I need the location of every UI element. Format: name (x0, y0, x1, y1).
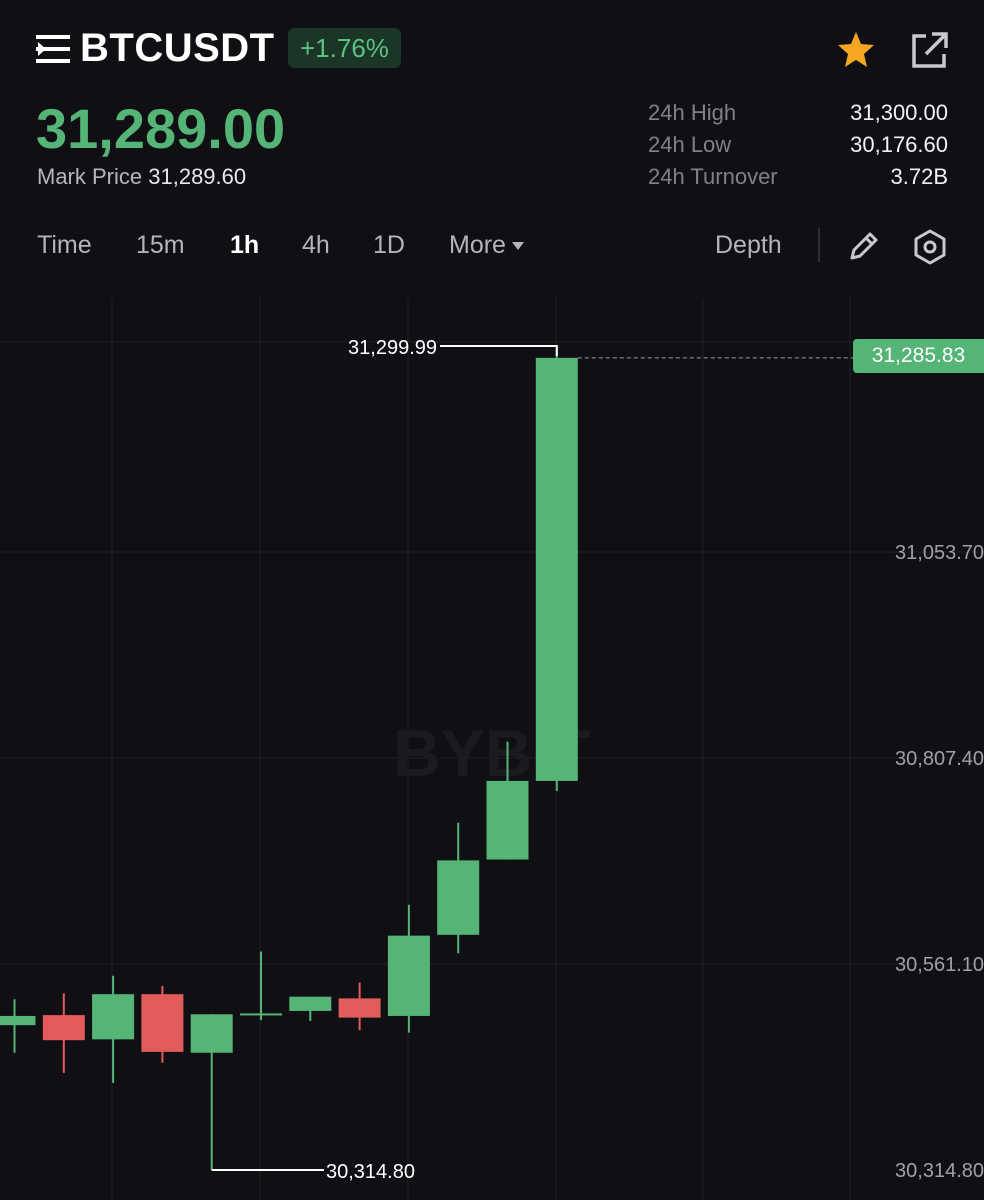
mark-price-label: Mark Price (37, 164, 143, 189)
candle-body (387, 935, 430, 1016)
tab-4h[interactable]: 4h (302, 231, 330, 259)
high-marker-label: 31,299.99 (348, 337, 437, 359)
stat-value: 31,300.00 (850, 100, 948, 125)
candle-body (0, 1015, 36, 1026)
high-marker-line (440, 345, 558, 357)
stat-24h-low: 24h Low 30,176.60 (648, 129, 948, 161)
mark-price: Mark Price 31,289.60 (37, 164, 246, 190)
stats-panel: 24h High 31,300.00 24h Low 30,176.60 24h… (648, 97, 948, 193)
candle-body (338, 998, 381, 1018)
stat-label: 24h Low (648, 132, 732, 157)
y-axis-tick-label: 30,561.10 (895, 954, 984, 976)
stat-label: 24h High (648, 100, 737, 125)
tab-15m[interactable]: 15m (136, 231, 185, 259)
last-price: 31,289.00 (36, 97, 286, 160)
tab-more[interactable]: More (449, 222, 524, 268)
candle-body (141, 994, 184, 1052)
low-marker-label: 30,314.80 (326, 1161, 415, 1183)
mark-price-value: 31,289.60 (148, 164, 247, 189)
stat-value: 3.72B (890, 164, 949, 189)
tab-more-label: More (449, 231, 506, 259)
y-axis-tick-label: 31,053.70 (895, 542, 984, 564)
candle-body (437, 860, 480, 935)
tab-time[interactable]: Time (37, 231, 92, 259)
tab-divider (818, 228, 820, 262)
candle-body (92, 994, 135, 1040)
candle-body (535, 357, 578, 781)
y-axis-tick-label: 30,807.40 (895, 748, 984, 770)
candle-body (486, 780, 529, 860)
tab-1h[interactable]: 1h (230, 231, 260, 259)
candle-body (289, 996, 332, 1011)
tab-depth[interactable]: Depth (715, 231, 782, 259)
symbol-title[interactable]: BTCUSDT (80, 26, 275, 70)
menu-icon[interactable] (36, 35, 70, 63)
stat-24h-turnover: 24h Turnover 3.72B (648, 161, 948, 193)
caret-down-icon (511, 242, 524, 251)
ticker-header: BTCUSDT +1.76% 31,289.00 Mark Price 31,2… (0, 0, 984, 200)
pencil-icon[interactable] (846, 228, 882, 264)
hexagon-settings-icon[interactable] (911, 228, 949, 266)
stat-24h-high: 24h High 31,300.00 (648, 97, 948, 129)
stat-value: 30,176.60 (850, 132, 948, 157)
stat-label: 24h Turnover (648, 164, 778, 189)
current-price-tag: 31,285.83 (853, 339, 984, 373)
candle-body (240, 1013, 282, 1016)
share-external-icon[interactable] (908, 30, 950, 70)
price-change-badge: +1.76% (288, 28, 401, 68)
tab-1d[interactable]: 1D (373, 231, 405, 259)
interval-tabs: Time 15m 1h 4h 1D More Depth (0, 222, 984, 268)
candle-body (190, 1014, 233, 1053)
y-axis-tick-label: 30,314.80 (895, 1160, 984, 1182)
candlestick-chart[interactable]: BYBIT31,053.7030,807.4030,561.1030,314.8… (0, 290, 984, 1200)
candle-body (42, 1015, 85, 1041)
star-icon[interactable] (836, 30, 876, 70)
